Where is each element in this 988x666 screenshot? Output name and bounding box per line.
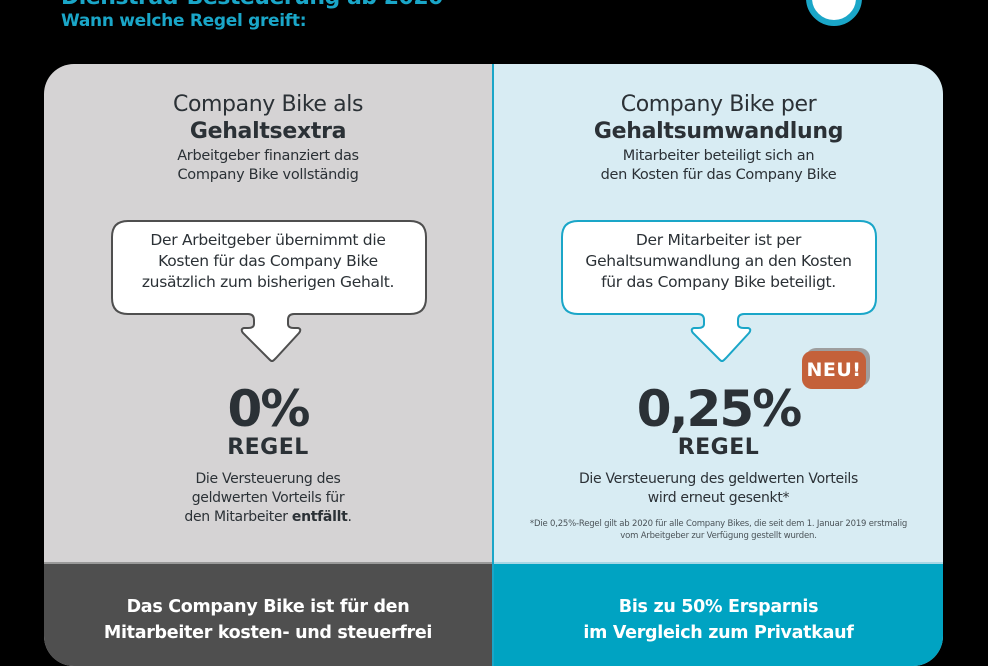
rule-label: REGEL: [227, 435, 309, 460]
panel-title-line2: Gehaltsextra: [189, 119, 347, 144]
panel-title-line1: Company Bike als: [173, 92, 363, 117]
panel-title-line1: Company Bike per: [620, 92, 817, 117]
page-subtitle: Wann welche Regel greift:: [61, 11, 307, 31]
new-badge: NEU!: [802, 351, 866, 389]
circle-logo-icon: [806, 0, 862, 26]
panel-title-block: Company Bike als Gehaltsextra Arbeitgebe…: [44, 91, 492, 185]
rule-block: 0% REGEL Die Versteuerung des geldwerten…: [44, 382, 492, 527]
panel-gehaltsumwandlung: Company Bike per Gehaltsumwandlung Mitar…: [494, 64, 943, 666]
speech-bubble: Der Arbeitgeber übernimmt die Kosten für…: [44, 214, 492, 384]
rule-block: 0,25% REGEL Die Versteuerung des geldwer…: [494, 382, 943, 542]
panel-title-line2: Gehaltsumwandlung: [593, 119, 844, 144]
rule-description: Die Versteuerung des geldwerten Vorteils…: [184, 471, 352, 525]
page-title: Dienstrad-Besteuerung ab 2020: [61, 0, 443, 10]
benefit-band: Bis zu 50% Ersparnis im Vergleich zum Pr…: [494, 562, 943, 666]
footnote: *Die 0,25%-Regel gilt ab 2020 für alle C…: [529, 519, 908, 541]
speech-bubble: Der Mitarbeiter ist per Gehaltsumwandlun…: [494, 214, 943, 384]
benefit-band: Das Company Bike ist für den Mitarbeiter…: [44, 562, 492, 666]
panel-gehaltsextra: Company Bike als Gehaltsextra Arbeitgebe…: [44, 64, 492, 666]
header: Dienstrad-Besteuerung ab 2020 Wann welch…: [61, 0, 443, 31]
rule-percent: 0%: [227, 380, 311, 438]
bubble-text: Der Arbeitgeber übernimmt die Kosten für…: [141, 231, 395, 291]
panel-subtitle-line2: den Kosten für das Company Bike: [600, 167, 837, 183]
rule-percent: 0,25%: [636, 380, 802, 438]
panel-subtitle-line2: Company Bike vollständig: [177, 167, 359, 183]
panel-subtitle-line1: Arbeitgeber finanziert das: [177, 148, 359, 164]
bubble-text: Der Mitarbeiter ist per Gehaltsumwandlun…: [585, 231, 852, 291]
panel-subtitle-line1: Mitarbeiter beteiligt sich an: [622, 148, 815, 164]
panel-title-block: Company Bike per Gehaltsumwandlung Mitar…: [494, 91, 943, 185]
rule-description: Die Versteuerung des geldwerten Vorteils…: [578, 471, 859, 506]
bubble-arrow-icon: [111, 220, 427, 362]
bubble-arrow-icon: [561, 220, 877, 362]
panel-divider: [492, 64, 494, 666]
rule-label: REGEL: [677, 435, 760, 460]
